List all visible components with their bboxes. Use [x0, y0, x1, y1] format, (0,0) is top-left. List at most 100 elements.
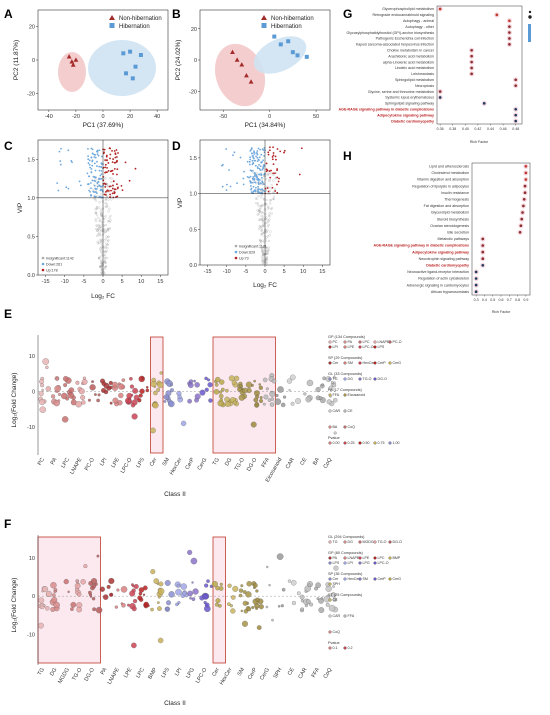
legend-item: PC: [333, 340, 338, 344]
up-point: [107, 190, 110, 192]
class-point: [65, 396, 69, 401]
x-tick-label: 0: [263, 269, 266, 275]
confidence-ellipse-hib-a: [88, 40, 156, 96]
class-point: [299, 594, 305, 600]
legend-item: FFA: [348, 614, 355, 618]
legend-item: CoQ: [348, 425, 356, 429]
up-point: [114, 156, 117, 159]
insignificant-point: [91, 188, 94, 191]
volcano-points-c: [38, 140, 168, 277]
enrichment-point: [524, 165, 528, 168]
insignificant-point: [259, 242, 262, 245]
down-point: [253, 153, 256, 155]
insignificant-point: [257, 194, 260, 197]
x-tick-label: 40: [154, 114, 160, 120]
class-point: [194, 382, 200, 388]
insignificant-point: [104, 224, 107, 227]
class-point: [328, 604, 336, 612]
class-point: [304, 585, 311, 592]
down-point: [248, 163, 251, 166]
insignificant-point: [98, 257, 101, 260]
down-point: [89, 190, 91, 193]
class-point: [280, 604, 284, 608]
insignificant-point: [100, 255, 103, 258]
legend-swatch: [388, 577, 392, 581]
legend-item: LPE: [363, 556, 370, 560]
legend-item: PA: [333, 556, 338, 560]
up-point: [107, 169, 110, 172]
up-point: [274, 172, 276, 175]
legend-item: Cer: [333, 361, 340, 365]
class-point: [258, 383, 261, 386]
x-tick-label: 0: [101, 279, 104, 285]
category-label: CerG: [197, 457, 209, 471]
insignificant-point: [260, 196, 263, 199]
up-point: [276, 183, 278, 186]
x-tick-label: 10: [138, 279, 144, 285]
insignificant-point: [256, 209, 259, 212]
up-point: [114, 188, 117, 191]
down-point: [262, 183, 265, 186]
down-point: [259, 191, 262, 194]
insignificant-point: [260, 214, 263, 217]
pathway-label: Kaposi sarcoma-associated herpesvirus in…: [356, 43, 434, 47]
down-point: [98, 169, 101, 172]
data-point-hib: [124, 71, 129, 76]
insignificant-point: [260, 227, 263, 230]
up-point: [112, 196, 115, 199]
class-point: [108, 577, 115, 585]
legend-swatch: [388, 361, 392, 365]
down-point: [59, 160, 62, 162]
down-point: [91, 179, 94, 182]
down-point: [260, 161, 263, 164]
class-point: [88, 590, 92, 595]
insignificant-point: [95, 219, 98, 222]
y-tick-label: 1.0: [27, 196, 35, 202]
highlight-box: [37, 536, 101, 664]
class-point: [281, 587, 286, 592]
insignificant-point: [257, 204, 260, 207]
class-point: [218, 393, 224, 399]
class-point: [259, 396, 263, 400]
class-point: [164, 579, 171, 586]
insignificant-point: [264, 203, 267, 206]
insignificant-point: [96, 240, 99, 243]
class-point: [193, 379, 196, 383]
down-point: [258, 156, 261, 159]
insignificant-point: [109, 219, 112, 222]
insignificant-point: [260, 233, 263, 236]
class-point: [126, 392, 133, 399]
up-point: [300, 147, 303, 150]
class-point: [271, 618, 274, 622]
up-point: [272, 163, 275, 165]
legend-section-title: SP (29 Compounds): [328, 356, 363, 360]
class-point: [305, 396, 312, 403]
class-point: [211, 581, 218, 588]
legend-swatch: [328, 393, 332, 397]
down-point: [256, 152, 258, 154]
class-point: [81, 379, 88, 385]
category-label: FFA: [311, 667, 321, 679]
down-point: [248, 160, 251, 163]
insignificant-point: [101, 264, 104, 267]
up-point: [112, 180, 115, 183]
down-point: [86, 172, 89, 175]
legend-swatch: [328, 561, 332, 565]
up-point: [104, 166, 107, 169]
class-point: [238, 593, 243, 598]
legend-item: 0.2: [348, 646, 353, 650]
class-point: [287, 579, 292, 583]
down-point: [249, 149, 252, 152]
colorbar-g: [528, 10, 532, 42]
legend-swatch: [328, 614, 332, 618]
class-point: [142, 593, 146, 596]
down-point: [257, 178, 260, 181]
class-point: [76, 580, 79, 583]
class-point: [142, 585, 148, 591]
class-point: [187, 398, 192, 404]
panel-letter-h: H: [343, 149, 352, 163]
class-point: [240, 584, 244, 588]
class-point: [132, 584, 135, 588]
up-point: [104, 163, 107, 166]
insignificant-point: [262, 220, 265, 223]
